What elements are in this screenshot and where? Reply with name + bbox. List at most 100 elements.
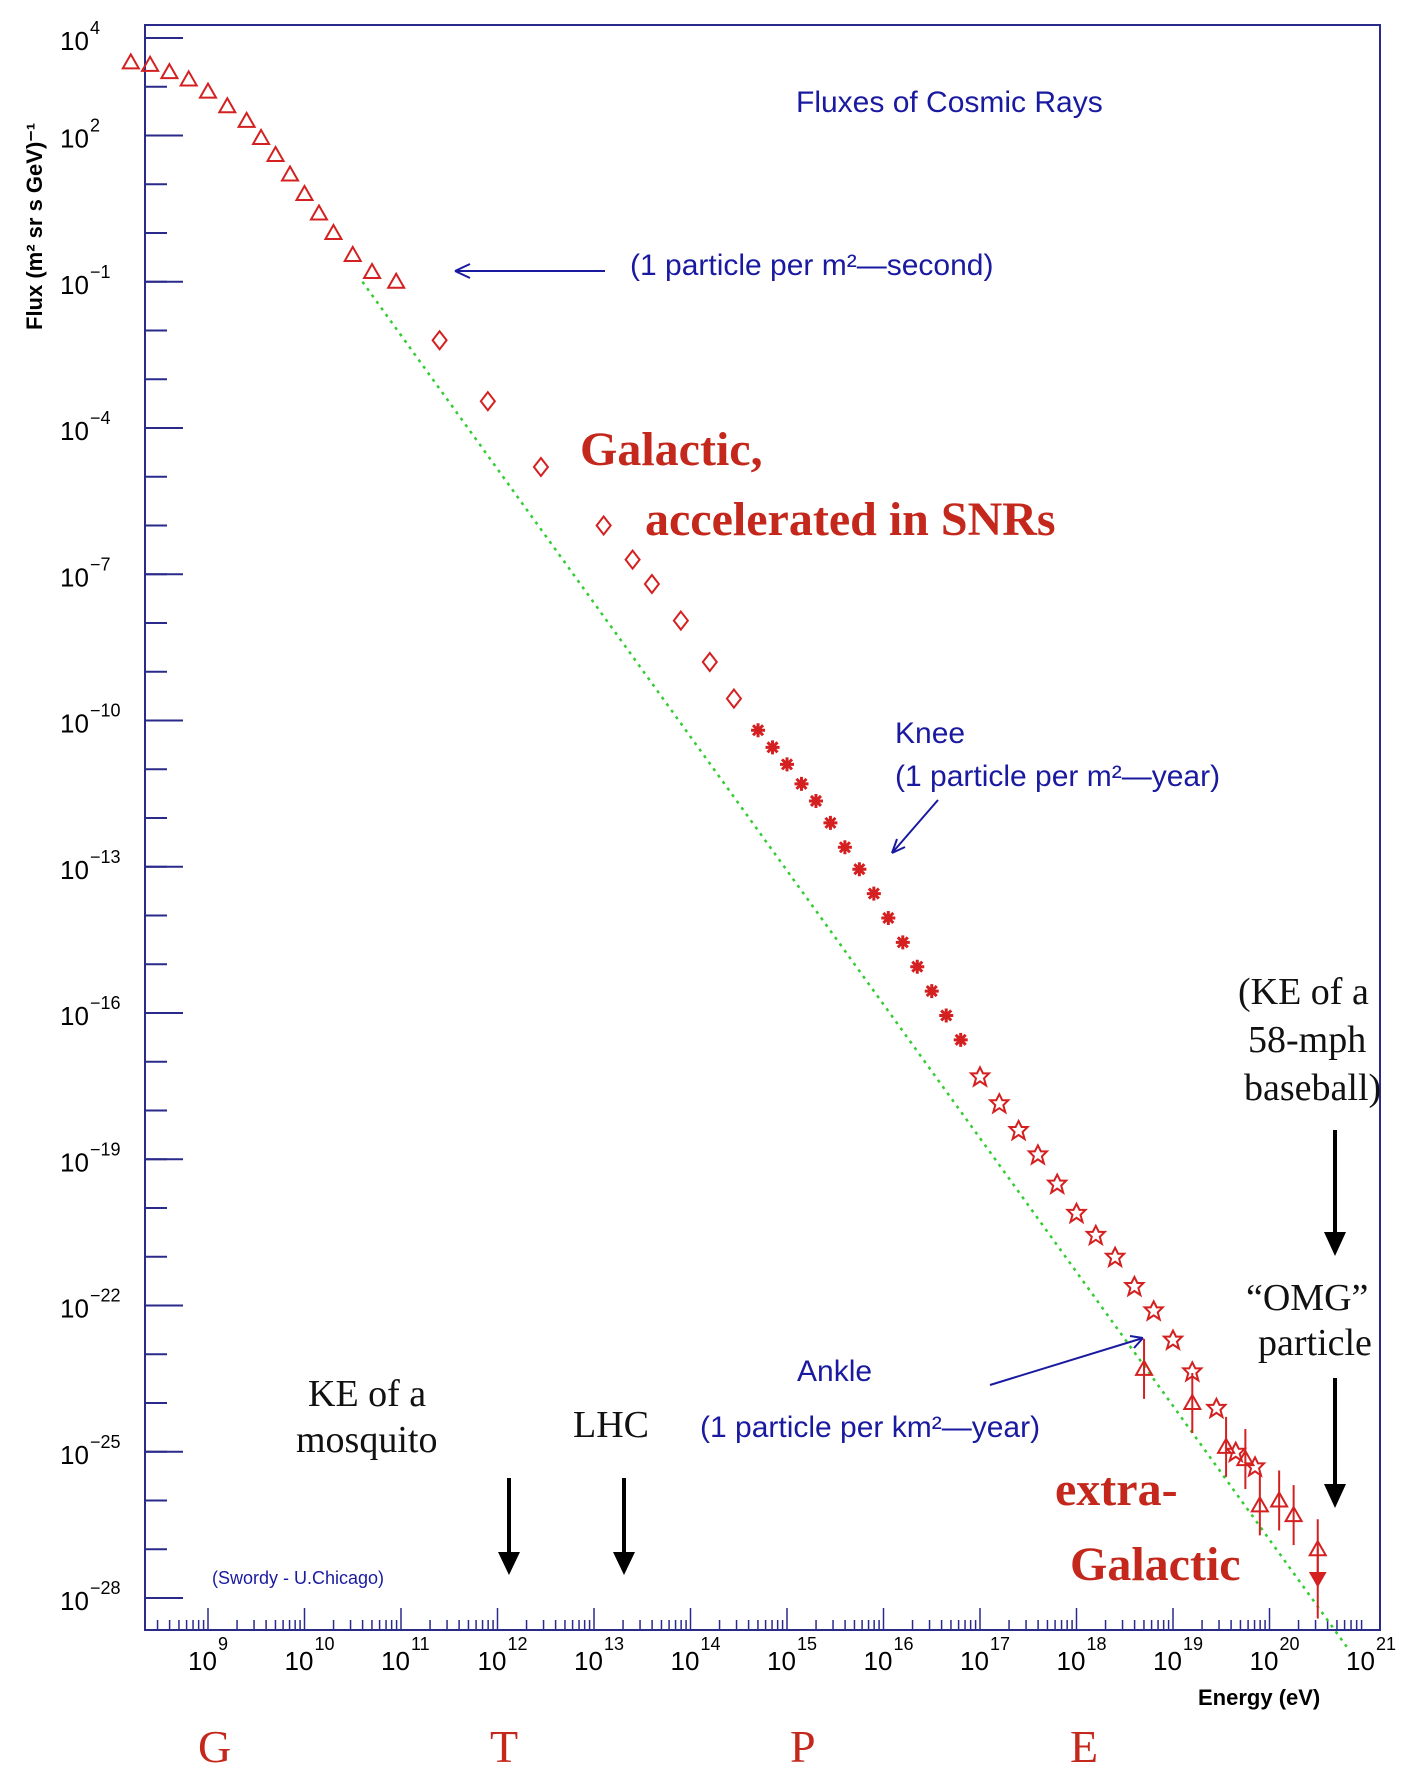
data-point-open-star	[1243, 1455, 1267, 1478]
data-point-triangle	[386, 271, 406, 289]
data-point-open-star	[1084, 1223, 1108, 1247]
arrow-knee-head	[891, 838, 906, 854]
data-point-diamond	[624, 548, 641, 571]
x-tick-exponent: 18	[1087, 1634, 1107, 1654]
data-point-triangle	[140, 54, 160, 72]
data-point-open-star	[1007, 1118, 1031, 1142]
y-tick-exponent: −10	[90, 701, 121, 721]
arrow-baseball-head	[1324, 1232, 1346, 1256]
data-point-triangle	[217, 96, 238, 114]
x-tick-exponent: 10	[315, 1634, 335, 1654]
annotation-ankle-title: Ankle	[797, 1355, 872, 1388]
y-tick-label: 10	[60, 26, 89, 56]
chart-title: Fluxes of Cosmic Rays	[796, 86, 1103, 119]
prefix-g: G	[198, 1721, 231, 1772]
x-tick-label: 10	[574, 1646, 603, 1676]
data-point-triangle	[251, 127, 271, 145]
prefix-p: P	[790, 1721, 816, 1772]
data-point-triangle	[280, 164, 300, 182]
x-axis-ticks: 1091010101110121013101410151016101710181…	[156, 1608, 1396, 1676]
data-point-triangle	[323, 222, 344, 240]
data-point-star	[910, 959, 925, 974]
data-point-triangle	[178, 69, 199, 87]
power-law-fit-line	[361, 281, 1348, 1648]
data-point-filled-triangle	[1308, 1572, 1327, 1588]
data-point-triangle	[1250, 1495, 1270, 1513]
data-point-open-star	[1026, 1143, 1050, 1166]
x-tick-label: 10	[478, 1646, 507, 1676]
data-point-open-star	[968, 1065, 992, 1088]
data-point-triangle	[1283, 1505, 1304, 1523]
annotation-extra-line1: extra-	[1055, 1463, 1178, 1516]
x-tick-label: 10	[960, 1646, 989, 1676]
data-point-star	[765, 740, 780, 755]
data-point-diamond	[532, 456, 550, 478]
arrow-ankle-head	[1129, 1335, 1144, 1349]
y-tick-label: 10	[60, 416, 89, 446]
x-tick-label: 10	[1250, 1646, 1279, 1676]
annotation-knee-title: Knee	[895, 717, 965, 750]
x-tick-exponent: 19	[1183, 1634, 1203, 1654]
y-tick-label: 10	[60, 855, 89, 885]
x-tick-label: 10	[381, 1646, 410, 1676]
data-point-diamond	[431, 329, 448, 351]
prefix-t: T	[490, 1721, 518, 1772]
x-tick-exponent: 12	[508, 1634, 528, 1654]
x-tick-label: 10	[864, 1646, 893, 1676]
data-point-diamond	[643, 573, 661, 595]
y-tick-exponent: −4	[90, 408, 111, 428]
x-tick-label: 10	[285, 1646, 314, 1676]
y-tick-exponent: 2	[90, 116, 100, 136]
x-tick-exponent: 14	[701, 1634, 721, 1654]
annotation-knee-rate: (1 particle per m²—year)	[895, 760, 1220, 793]
data-point-star	[823, 815, 838, 830]
y-tick-exponent: −16	[90, 993, 121, 1013]
data-point-triangle	[265, 144, 286, 162]
data-point-triangle	[309, 203, 329, 221]
y-tick-exponent: −19	[90, 1139, 121, 1159]
x-tick-exponent: 16	[894, 1634, 914, 1654]
y-tick-label: 10	[60, 1001, 89, 1031]
x-tick-label: 10	[1153, 1646, 1182, 1676]
data-point-open-star	[1122, 1274, 1146, 1298]
x-tick-exponent: 17	[990, 1634, 1010, 1654]
data-point-diamond	[725, 687, 743, 710]
data-point-star	[953, 1032, 968, 1047]
y-tick-exponent: −7	[90, 554, 111, 574]
y-axis-title: Flux (m² sr s GeV)⁻¹	[22, 123, 47, 330]
annotation-galactic-line1: Galactic,	[580, 423, 763, 476]
data-point-star	[895, 935, 910, 950]
data-point-diamond	[595, 514, 612, 537]
data-point-triangle	[294, 183, 315, 201]
data-point-open-star	[987, 1091, 1011, 1115]
y-tick-exponent: −28	[90, 1578, 121, 1598]
x-tick-label: 10	[1346, 1646, 1375, 1676]
annotation-ankle-rate: (1 particle per km²—year)	[700, 1411, 1040, 1444]
y-tick-label: 10	[60, 1440, 89, 1470]
data-point-triangle	[159, 62, 180, 80]
y-tick-label: 10	[60, 270, 89, 300]
x-tick-label: 10	[1057, 1646, 1086, 1676]
data-point-triangle	[236, 110, 257, 128]
data-point-open-star	[1142, 1299, 1166, 1322]
x-tick-exponent: 21	[1376, 1634, 1396, 1654]
y-tick-label: 10	[60, 1294, 89, 1324]
arrow-ankle	[989, 1337, 1144, 1386]
arrow-lhc-head	[613, 1552, 635, 1575]
y-tick-label: 10	[60, 709, 89, 739]
data-point-diamond	[672, 609, 690, 632]
x-axis-title: Energy (eV)	[1198, 1685, 1320, 1710]
annotation-baseball-line1: (KE of a	[1238, 971, 1369, 1013]
data-point-triangle	[1235, 1449, 1256, 1467]
data-point-triangle	[121, 52, 141, 70]
annotation-omg-line2: particle	[1258, 1322, 1372, 1364]
fit-line-segment	[361, 281, 1348, 1648]
x-tick-exponent: 13	[604, 1634, 624, 1654]
data-point-diamond	[479, 390, 497, 412]
plot-frame	[144, 24, 1381, 1631]
x-tick-label: 10	[671, 1646, 700, 1676]
data-point-star	[808, 793, 823, 808]
data-point-triangle	[1216, 1436, 1236, 1454]
